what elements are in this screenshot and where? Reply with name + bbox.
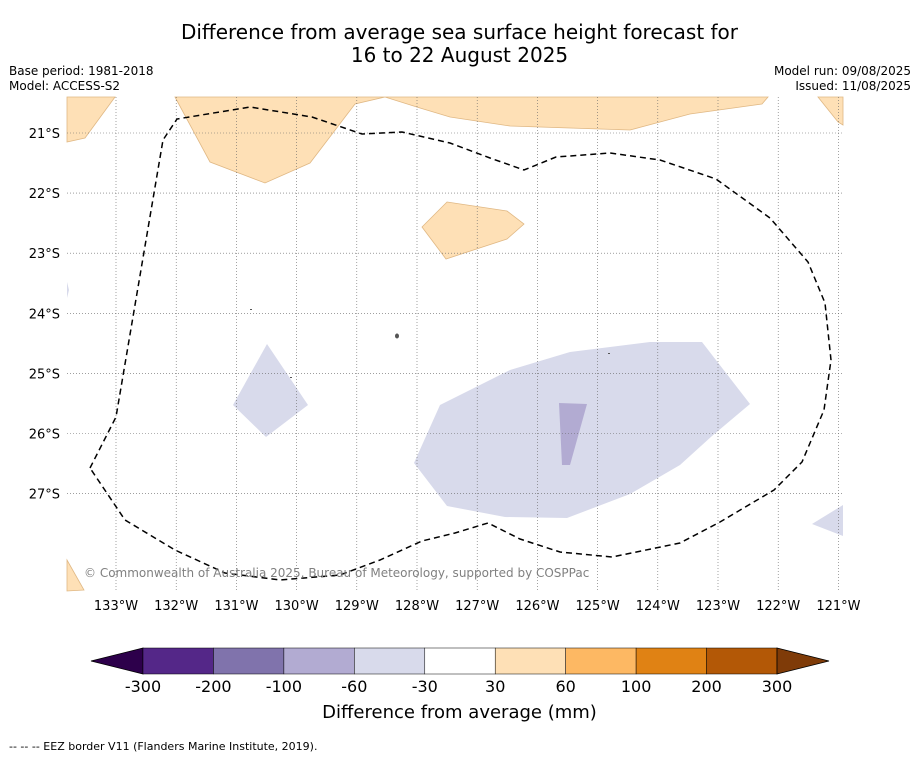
latitude-label: 21°S <box>29 127 60 142</box>
map-title-line2: 16 to 22 August 2025 <box>350 43 569 67</box>
colorbar-cells <box>142 647 778 675</box>
colorbar-cell <box>283 647 355 675</box>
colorbar-tick-label: 30 <box>485 677 506 696</box>
colorbar-tick-label: 100 <box>620 677 652 696</box>
map-figure: 133°W 132°W 131°W 130°W 129°W 128°W 127°W 126°W… <box>29 96 861 675</box>
colorbar-tick-label: -100 <box>265 677 303 696</box>
colorbar-tick-label: 200 <box>691 677 722 696</box>
gridlines <box>67 97 843 591</box>
colorbar-tick-label: 300 <box>761 677 793 696</box>
longitude-label: 130°W <box>275 599 319 614</box>
negative-anomaly-core <box>559 403 587 465</box>
map-title-line1: Difference from average sea surface heig… <box>180 20 739 44</box>
colorbar-cell <box>706 647 778 675</box>
island-speck-3 <box>290 377 292 378</box>
longitude-label: 126°W <box>515 599 559 614</box>
longitude-label: 124°W <box>636 599 680 614</box>
model-run-label: Model run: 09/08/2025 <box>773 64 911 78</box>
longitude-label: 128°W <box>395 599 439 614</box>
positive-anomaly-patch-topright <box>817 96 844 126</box>
negative-anomaly-sliver-left <box>67 282 69 298</box>
colorbar-tick-label: 60 <box>555 677 576 696</box>
negative-anomaly-patch-east <box>414 342 750 518</box>
longitude-label: 131°W <box>214 599 258 614</box>
colorbar-cell <box>565 647 637 675</box>
negative-anomaly-patch-west <box>233 344 308 437</box>
longitude-label: 125°W <box>576 599 620 614</box>
colorbar-cell <box>213 647 285 675</box>
copyright-notice: © Commonwealth of Australia 2025, Bureau… <box>84 566 589 580</box>
colorbar-cell <box>354 647 426 675</box>
map-background <box>67 97 843 591</box>
latitude-label: 26°S <box>29 428 60 443</box>
colorbar <box>90 647 830 675</box>
colorbar-title: Difference from average (mm) <box>322 702 597 723</box>
eez-border <box>89 106 832 581</box>
colorbar-tick-label: -300 <box>124 677 162 696</box>
longitude-label: 132°W <box>154 599 198 614</box>
longitude-label: 123°W <box>696 599 740 614</box>
colorbar-tick-label: -30 <box>411 677 438 696</box>
longitude-label: 122°W <box>756 599 800 614</box>
island-speck-2 <box>250 309 252 310</box>
colorbar-cell <box>635 647 707 675</box>
latitude-label: 23°S <box>29 247 60 262</box>
map-panel: 133°W 132°W 131°W 130°W 129°W 128°W 127°W 126°W… <box>29 96 861 614</box>
base-period-label: Base period: 1981-2018 <box>9 64 154 78</box>
model-label: Model: ACCESS-S2 <box>9 79 121 93</box>
latitude-label: 25°S <box>29 367 60 382</box>
negative-anomaly-patch-right-edge <box>812 505 843 536</box>
colorbar-tick-label: -60 <box>341 677 368 696</box>
eez-footnote: -- -- -- EEZ border V11 (Flanders Marine… <box>9 740 318 753</box>
colorbar-cell <box>142 647 214 675</box>
colorbar-extend-low <box>90 647 144 675</box>
colorbar-tick-label: -200 <box>195 677 232 696</box>
latitude-label: 27°S <box>29 488 60 503</box>
positive-anomaly-patch-top <box>174 96 769 184</box>
positive-anomaly-patch-center <box>421 201 525 260</box>
positive-anomaly-patch-topleft <box>66 96 116 143</box>
longitude-labels: 133°W 132°W 131°W 130°W 129°W 128°W 127°W 126°W… <box>94 599 861 614</box>
island-speck-4 <box>608 353 610 354</box>
longitude-label: 129°W <box>335 599 379 614</box>
positive-anomaly-patch-bottomleft <box>66 558 85 592</box>
colorbar-cell <box>424 647 496 675</box>
longitude-label: 127°W <box>455 599 499 614</box>
longitude-label: 133°W <box>94 599 138 614</box>
longitude-label: 121°W <box>816 599 860 614</box>
latitude-label: 22°S <box>29 187 60 202</box>
colorbar-cell <box>494 647 566 675</box>
island-speck-1 <box>395 333 399 339</box>
latitude-label: 24°S <box>29 307 60 322</box>
issued-label: Issued: 11/08/2025 <box>795 79 911 93</box>
colorbar-extend-high <box>776 647 830 675</box>
latitude-labels: 21°S 22°S 23°S 24°S 25°S 26°S 27°S <box>29 127 60 503</box>
